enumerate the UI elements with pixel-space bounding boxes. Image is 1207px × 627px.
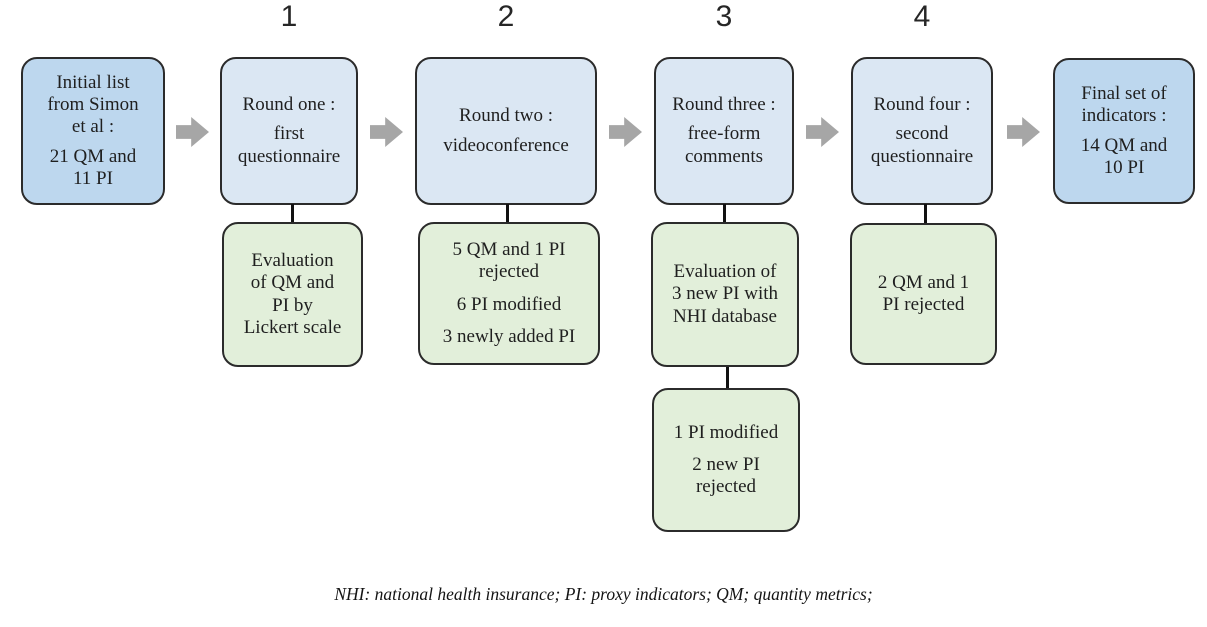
- connector-line: [726, 366, 729, 389]
- box-text: 6 PI modified: [456, 293, 562, 315]
- connector-line: [506, 204, 509, 223]
- box-final-set: Final set of indicators : 14 QM and 10 P…: [1053, 58, 1195, 204]
- box-initial-list: Initial list from Simon et al : 21 QM an…: [21, 57, 165, 205]
- box-round-two-results: 5 QM and 1 PI rejected 6 PI modified 3 n…: [418, 222, 600, 365]
- box-round-three-results: 1 PI modified 2 new PI rejected: [652, 388, 800, 532]
- box-text: 2 QM and 1 PI rejected: [877, 271, 970, 315]
- step-number-2: 2: [497, 0, 515, 33]
- step-number-1: 1: [280, 0, 298, 33]
- box-text: first questionnaire: [237, 123, 341, 167]
- box-evaluation-lickert: Evaluation of QM and PI by Lickert scale: [222, 222, 363, 367]
- box-round-one: Round one : first questionnaire: [220, 57, 358, 205]
- box-text: Evaluation of 3 new PI with NHI database: [671, 261, 779, 327]
- box-round-three: Round three : free-form comments: [654, 57, 794, 205]
- box-round-four-results: 2 QM and 1 PI rejected: [850, 223, 997, 365]
- abbreviations-caption: NHI: national health insurance; PI: prox…: [334, 584, 873, 604]
- box-round-two: Round two : videoconference: [415, 57, 597, 205]
- connector-line: [723, 204, 726, 223]
- right-arrow-icon: [609, 117, 642, 147]
- box-text: 14 QM and 10 PI: [1080, 134, 1168, 178]
- box-text: 3 newly added PI: [442, 325, 576, 347]
- box-text: Round two :: [459, 105, 553, 127]
- box-text: Round one :: [242, 94, 336, 116]
- box-text: 5 QM and 1 PI rejected: [452, 239, 566, 283]
- right-arrow-icon: [176, 117, 209, 147]
- box-text: videoconference: [443, 134, 569, 156]
- step-number-4: 4: [913, 0, 931, 33]
- box-text: Evaluation of QM and PI by Lickert scale: [243, 250, 342, 338]
- connector-line: [291, 204, 294, 223]
- box-evaluation-nhi: Evaluation of 3 new PI with NHI database: [651, 222, 799, 367]
- connector-line: [924, 204, 927, 224]
- box-text: 21 QM and 11 PI: [49, 145, 137, 189]
- right-arrow-icon: [370, 117, 403, 147]
- step-number-3: 3: [715, 0, 733, 33]
- box-text: Final set of indicators :: [1081, 83, 1167, 127]
- right-arrow-icon: [806, 117, 839, 147]
- box-text: second questionnaire: [870, 123, 974, 167]
- box-text: Initial list from Simon et al :: [47, 71, 139, 138]
- box-text: 2 new PI rejected: [692, 453, 760, 498]
- box-text: Round three :: [672, 94, 776, 116]
- right-arrow-icon: [1007, 117, 1040, 147]
- box-text: Round four :: [873, 94, 971, 116]
- box-text: free-form comments: [684, 123, 764, 167]
- box-round-four: Round four : second questionnaire: [851, 57, 993, 205]
- box-text: 1 PI modified: [673, 421, 779, 443]
